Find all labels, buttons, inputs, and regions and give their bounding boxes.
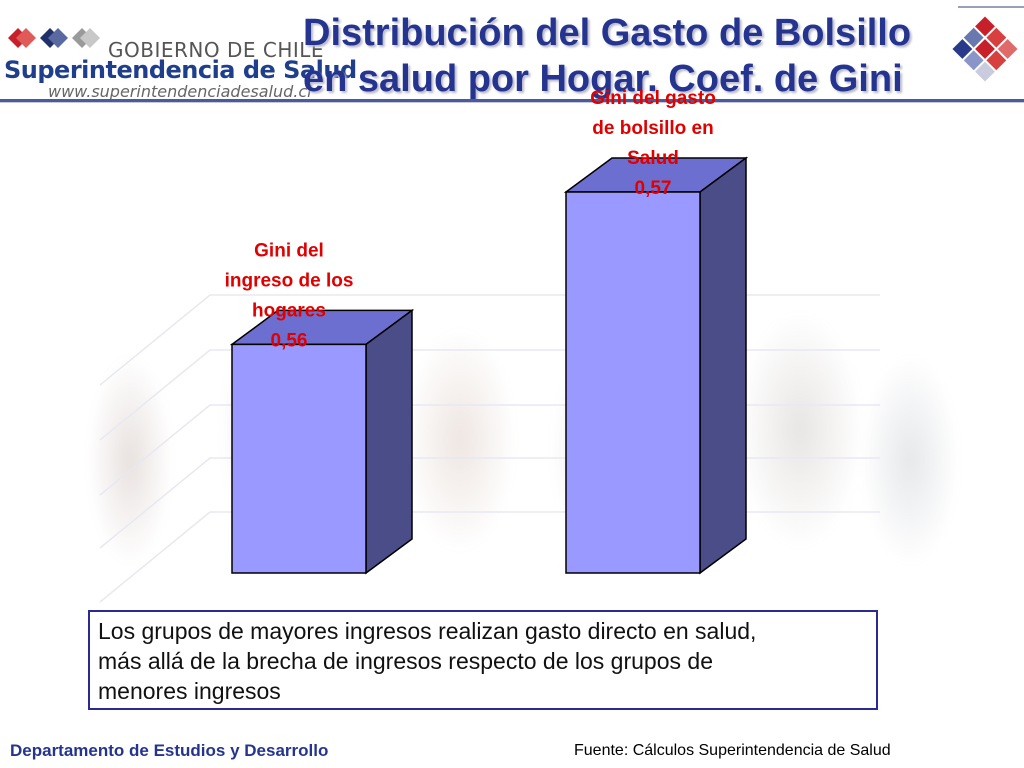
gridline-diag-3 (99, 457, 211, 549)
chart-gridlines (99, 294, 880, 603)
bar-0-label-1: ingreso de los (225, 270, 354, 291)
bar-1-label-1: de bolsillo en (592, 118, 713, 139)
conclusion-note-box: Los grupos de mayores ingresos realizan … (88, 610, 878, 710)
slide-title: Distribución del Gasto de Bolsillo en sa… (303, 10, 953, 102)
superintendencia-emblem-icon (952, 16, 1018, 82)
logo-website-text: www.superintendenciadesalud.cl (48, 82, 312, 101)
bar-1-front (565, 191, 701, 574)
footer-department: Departamento de Estudios y Desarrollo (10, 741, 329, 760)
gridline-diag-0 (99, 294, 211, 386)
gridline-diag-4 (99, 511, 211, 603)
bar-0-side (365, 308, 413, 575)
logo-government-text: GOBIERNO DE CHILE (108, 38, 325, 62)
bar-1-label-0: Gini del gasto (590, 88, 716, 109)
bar-0-label-3: 0,56 (271, 330, 308, 351)
bar-1-label-2: Salud (627, 148, 679, 169)
bar-0-label-2: hogares (252, 300, 326, 321)
government-logo-icon (8, 28, 100, 48)
chart-data-labels: Gini del ingreso de los hogares 0,56 Gini de… (225, 88, 716, 351)
background-crowd-photo (40, 230, 970, 610)
header-corner-line (958, 6, 1024, 8)
bar-1 (563, 156, 749, 575)
chart-bars (229, 156, 749, 575)
header-divider-light (0, 102, 1024, 103)
gridline-diag-1 (99, 349, 211, 441)
title-line-2: en salud por Hogar. Coef. de Gini (303, 58, 903, 100)
note-line-3: menores ingresos (98, 678, 281, 704)
conclusion-note-text: Los grupos de mayores ingresos realizan … (98, 616, 868, 706)
title-line-1: Distribución del Gasto de Bolsillo (303, 12, 912, 54)
note-line-2: más allá de la brecha de ingresos respec… (98, 648, 713, 674)
note-line-1: Los grupos de mayores ingresos realizan … (98, 618, 757, 644)
bar-0 (229, 308, 415, 575)
logo-institution-name: Superintendencia de Salud (4, 56, 357, 84)
gridline-diag-2 (99, 404, 211, 496)
bar-1-label-3: 0,57 (635, 178, 672, 199)
footer-source: Fuente: Cálculos Superintendencia de Sal… (574, 742, 891, 759)
header-divider (0, 99, 1024, 102)
bar-0-front (231, 343, 367, 574)
bar-1-side (699, 156, 747, 575)
bar-0-label-0: Gini del (254, 240, 324, 261)
